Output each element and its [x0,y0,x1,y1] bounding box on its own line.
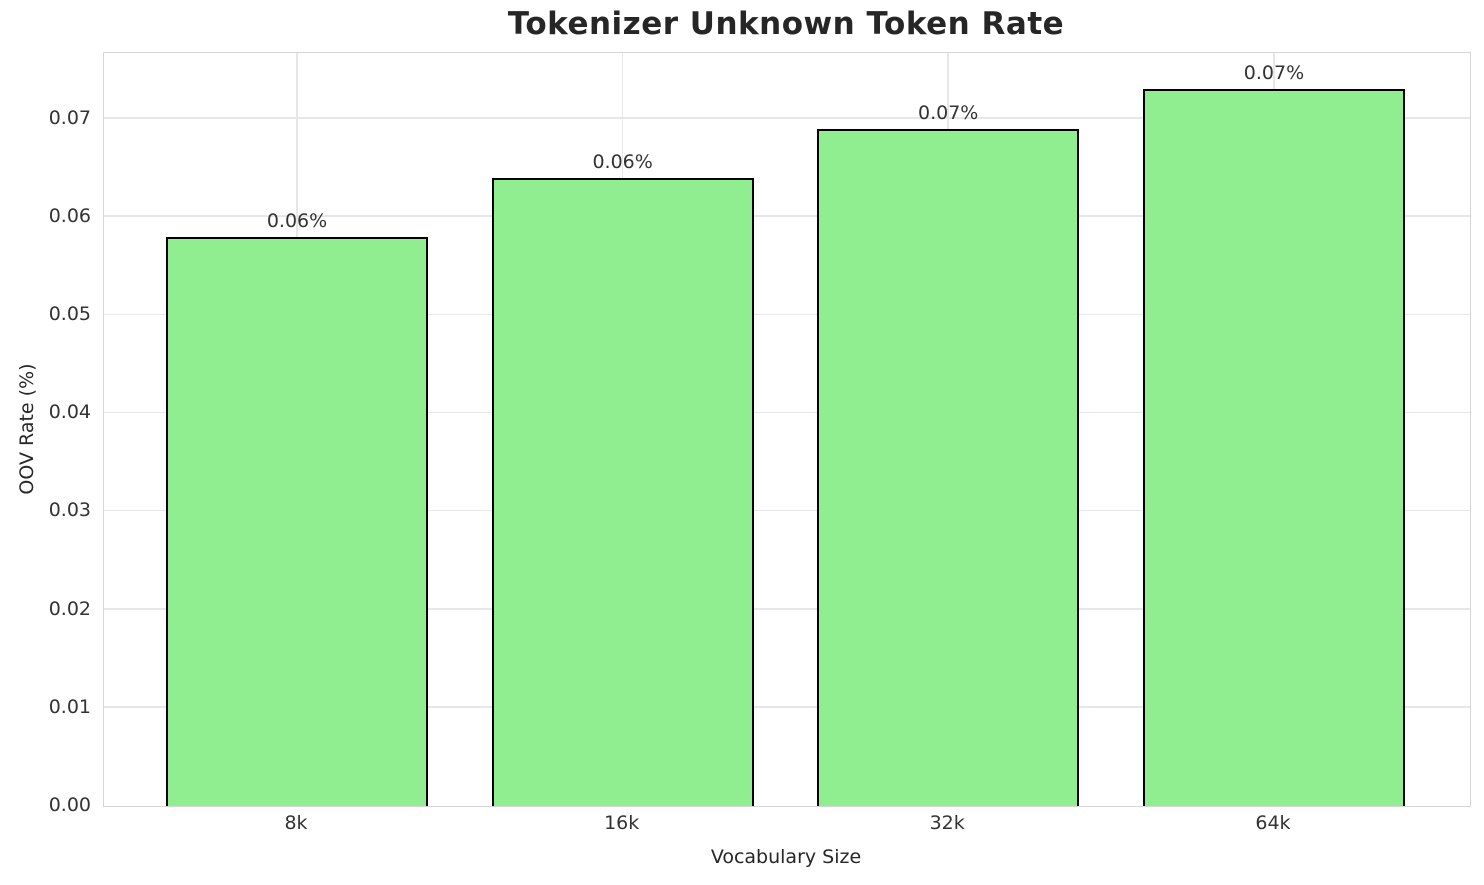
gridline-horizontal [104,411,1470,414]
bar-value-label: 0.06% [266,209,328,232]
plot-area: 0.06% 0.06% 0.07% 0.07% [103,52,1471,807]
y-tick-label: 0.03 [48,499,91,522]
x-tick-label: 32k [929,812,965,834]
gridline-horizontal [104,215,1470,217]
y-tick-label: 0.00 [48,794,91,816]
chart-title: Tokenizer Unknown Token Rate [507,6,1065,42]
y-axis-label: OOV Rate (%) [16,363,38,495]
bar-value-label: 0.07% [1243,62,1305,85]
gridline-horizontal [104,117,1470,119]
y-tick-label: 0.02 [48,597,91,620]
bar-64k [1142,89,1405,806]
bar-8k [166,236,429,806]
bar-value-label: 0.07% [918,101,979,124]
x-tick-label: 16k [604,812,640,834]
bar-value-label: 0.06% [592,150,653,173]
bar-16k [491,177,754,806]
gridline-horizontal [104,608,1470,610]
y-tick-label: 0.04 [48,401,91,424]
y-tick-label: 0.07 [48,106,91,129]
gridline-horizontal [104,509,1470,512]
bar-32k [817,128,1080,806]
y-tick-label: 0.06 [48,204,91,227]
gridline-horizontal [104,313,1470,316]
x-axis-label: Vocabulary Size [710,846,862,868]
y-tick-label: 0.05 [48,303,91,326]
x-tick-label: 64k [1255,812,1291,834]
x-tick-label: 8k [284,812,308,834]
gridline-horizontal [104,706,1470,708]
y-tick-label: 0.01 [48,695,91,718]
